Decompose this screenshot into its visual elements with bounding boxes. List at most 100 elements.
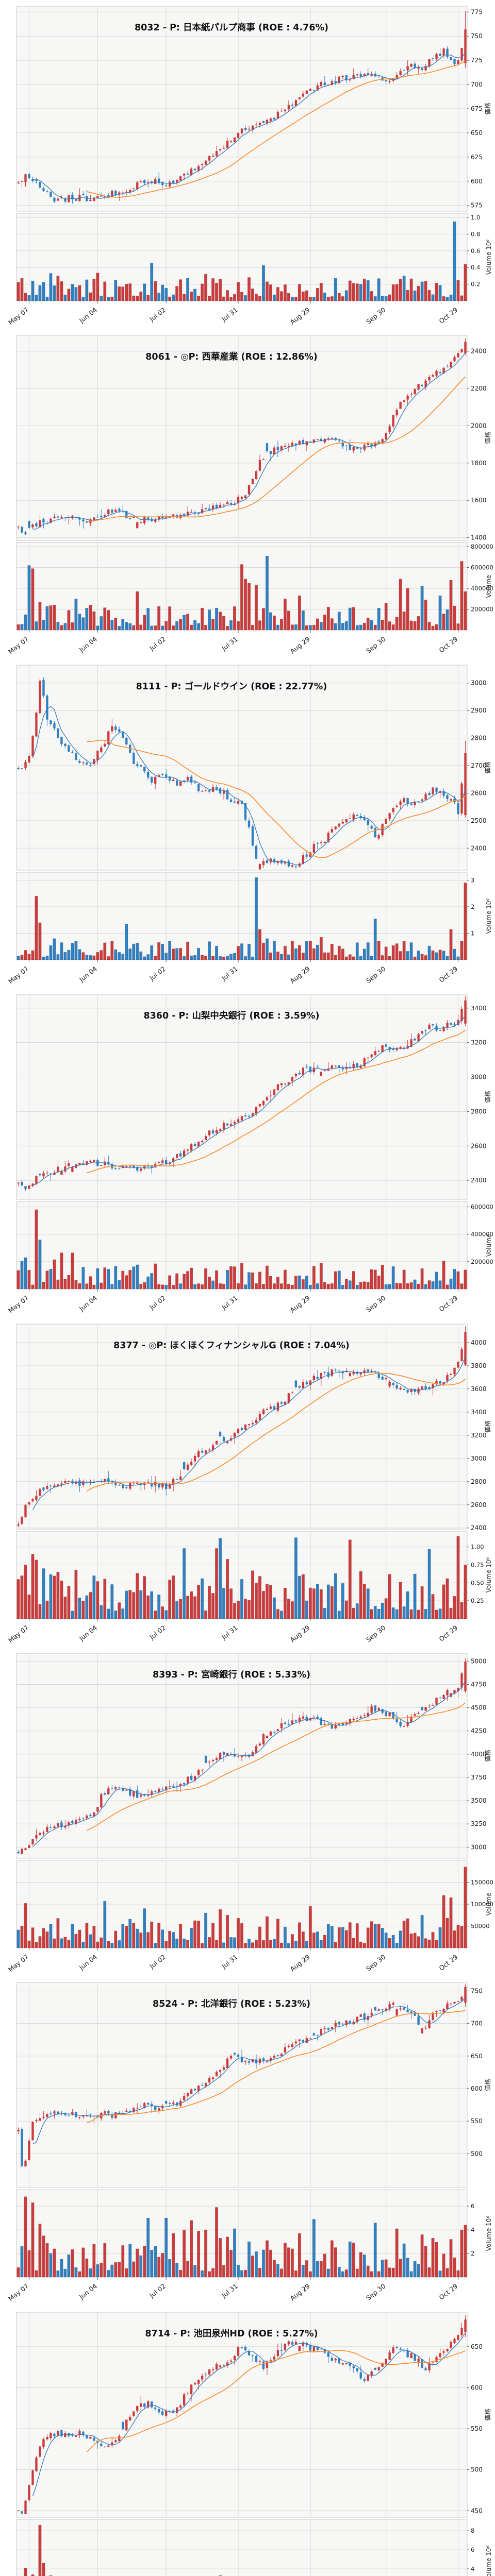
volume-tick-label: 6 bbox=[471, 2202, 474, 2210]
volume-tick-label: 2 bbox=[471, 903, 474, 910]
price-tick-label: 500 bbox=[471, 2466, 483, 2473]
volume-bars bbox=[16, 2196, 467, 2278]
stock-chart-svg-8714: 8714 - P: 池田泉州HD (ROE : 5.27%) 450 500 550 6… bbox=[16, 2312, 492, 2576]
date-tick-label: Sep 30 bbox=[365, 964, 387, 985]
price-tick-label: 600 bbox=[471, 178, 483, 185]
price-tick-label: 3800 bbox=[471, 1362, 486, 1369]
ma-long-line bbox=[87, 1030, 466, 1174]
date-tick-label: Aug 29 bbox=[289, 1953, 311, 1973]
volume-axis-label: Volume 10⁶ bbox=[485, 1557, 492, 1592]
ma-long-line bbox=[87, 739, 466, 858]
price-tick-label: 3000 bbox=[471, 1454, 486, 1462]
volume-tick-label: 0.2 bbox=[471, 281, 480, 288]
date-tick-label: Jul 02 bbox=[147, 2282, 167, 2300]
date-tick-label: Jun 04 bbox=[77, 1294, 98, 1313]
stock-chart-svg-8032: 8032 - P: 日本紙パルプ商事 (ROE : 4.76%) 575 600 62… bbox=[7, 6, 492, 327]
price-pane bbox=[16, 1982, 468, 2188]
price-tick-label: 2400 bbox=[471, 348, 486, 355]
volume-tick-label: 0.8 bbox=[471, 230, 480, 238]
price-tick-label: 1400 bbox=[471, 534, 486, 541]
volume-axis-ticks: 200000 400000 600000 800000 bbox=[467, 543, 493, 613]
price-tick-label: 1600 bbox=[471, 497, 486, 504]
volume-tick-label: 8 bbox=[471, 2527, 474, 2534]
stock-chart-svg-8111: 8111 - P: ゴールドウイン (ROE : 22.77%) 2400 2500… bbox=[7, 665, 492, 985]
stock-chart-8061: 8061 - ◎P: 西華産業 (ROE : 12.86%) 1400 1600 18… bbox=[0, 329, 495, 659]
volume-axis-ticks: 0.2 0.4 0.6 0.8 1.0 bbox=[467, 214, 480, 288]
date-axis-ticks: May 07 Jun 04 Jul 02 Jul 31 Aug 29 Sep 30 Oct … bbox=[7, 1947, 459, 1973]
volume-bars bbox=[16, 1209, 467, 1290]
stock-chart-8360: 8360 - P: 山梨中央銀行 (ROE : 3.59%) 2400 2600 28… bbox=[0, 988, 495, 1318]
volume-tick-label: 4 bbox=[471, 2226, 474, 2233]
price-tick-label: 2800 bbox=[471, 1108, 486, 1115]
price-axis-label: 価格 bbox=[484, 432, 491, 444]
price-tick-label: 600 bbox=[471, 2085, 483, 2092]
date-tick-label: Oct 29 bbox=[437, 964, 459, 984]
volume-pane bbox=[16, 2519, 468, 2576]
volume-axis-ticks: 50000 100000 150000 bbox=[467, 1878, 493, 1929]
volume-bars bbox=[16, 1536, 467, 1619]
volume-axis-ticks: 2468 bbox=[467, 2527, 474, 2572]
candles bbox=[17, 11, 467, 204]
volume-tick-label: 3 bbox=[471, 876, 474, 884]
volume-tick-label: 0.6 bbox=[471, 247, 480, 255]
date-tick-label: Sep 30 bbox=[365, 1953, 387, 1973]
volume-tick-label: 600000 bbox=[471, 1204, 493, 1211]
volume-tick-label: 150000 bbox=[471, 1878, 493, 1886]
grid bbox=[16, 665, 467, 960]
price-tick-label: 2500 bbox=[471, 817, 486, 824]
candles bbox=[17, 1985, 467, 2168]
chart-title: 8714 - P: 池田泉州HD (ROE : 5.27%) bbox=[145, 2328, 318, 2339]
date-tick-label: May 07 bbox=[7, 306, 30, 327]
volume-tick-label: 200000 bbox=[471, 1258, 493, 1265]
date-tick-label: Jul 02 bbox=[147, 1294, 167, 1312]
price-tick-label: 2800 bbox=[471, 734, 486, 741]
stock-chart-svg-8393: 8393 - P: 宮崎銀行 (ROE : 5.33%) 3000 3250 3500… bbox=[7, 1653, 493, 1973]
date-tick-label: Jul 31 bbox=[220, 1953, 239, 1970]
price-tick-label: 700 bbox=[471, 2020, 483, 2027]
date-axis-ticks: May 07 Jun 04 Jul 02 Jul 31 Aug 29 Sep 30 Oct … bbox=[7, 2277, 459, 2303]
stock-chart-8032: 8032 - P: 日本紙パルプ商事 (ROE : 4.76%) 575 600 62… bbox=[0, 0, 495, 330]
date-tick-label: May 07 bbox=[7, 1623, 30, 1644]
volume-tick-label: 0.50 bbox=[471, 1579, 484, 1586]
volume-tick-label: 4 bbox=[471, 2565, 474, 2572]
price-axis-ticks: 2400 2500 2600 2700 2800 2900 3000 bbox=[467, 680, 486, 852]
price-tick-label: 3400 bbox=[471, 1005, 486, 1012]
grid bbox=[16, 1982, 467, 2278]
ma-long-line bbox=[87, 377, 466, 523]
price-tick-label: 4000 bbox=[471, 1339, 486, 1346]
volume-tick-label: 400000 bbox=[471, 585, 493, 592]
price-tick-label: 725 bbox=[471, 57, 483, 64]
date-tick-label: Aug 29 bbox=[289, 306, 311, 326]
date-tick-label: Oct 29 bbox=[437, 635, 459, 654]
price-pane bbox=[16, 665, 468, 871]
price-axis-ticks: 450 500 550 600 650 bbox=[467, 2343, 483, 2514]
price-tick-label: 700 bbox=[471, 81, 483, 88]
date-tick-label: Jun 04 bbox=[77, 306, 98, 325]
grid bbox=[16, 1653, 467, 1948]
date-axis-ticks: May 07 Jun 04 Jul 02 Jul 31 Aug 29 Sep 30 Oct … bbox=[7, 959, 459, 985]
price-tick-label: 750 bbox=[471, 32, 483, 40]
price-tick-label: 650 bbox=[471, 2053, 483, 2060]
price-axis-ticks: 575 600 625 650 675 700 725 750 775 bbox=[467, 8, 483, 209]
price-axis-ticks: 2400 2600 2800 3000 3200 3400 bbox=[467, 1005, 486, 1184]
date-tick-label: Sep 30 bbox=[365, 1294, 387, 1314]
candles bbox=[17, 1658, 467, 1855]
volume-axis-label: Volume bbox=[485, 1234, 492, 1257]
price-tick-label: 775 bbox=[471, 8, 483, 15]
date-axis-ticks: May 07 Jun 04 Jul 02 Jul 31 Aug 29 Sep 30 Oct … bbox=[7, 1289, 459, 1315]
grid bbox=[16, 994, 467, 1290]
ma-short-line bbox=[32, 1998, 466, 2145]
price-tick-label: 550 bbox=[471, 2425, 483, 2432]
price-tick-label: 2600 bbox=[471, 789, 486, 796]
volume-axis-ticks: 2 4 6 bbox=[467, 2202, 474, 2257]
price-axis-ticks: 3000 3250 3500 3750 4000 4250 4500 4750 5000 bbox=[467, 1657, 486, 1851]
volume-pane bbox=[16, 2189, 468, 2278]
date-tick-label: May 07 bbox=[7, 1294, 30, 1315]
price-tick-label: 3200 bbox=[471, 1431, 486, 1438]
date-tick-label: Jul 02 bbox=[147, 635, 167, 653]
ma-short-line bbox=[32, 1015, 466, 1186]
stock-chart-8393: 8393 - P: 宮崎銀行 (ROE : 5.33%) 3000 3250 3500… bbox=[0, 1647, 495, 1977]
ma-short-line bbox=[32, 52, 466, 200]
price-tick-label: 2600 bbox=[471, 1501, 486, 1508]
ma-short-line bbox=[32, 352, 466, 530]
